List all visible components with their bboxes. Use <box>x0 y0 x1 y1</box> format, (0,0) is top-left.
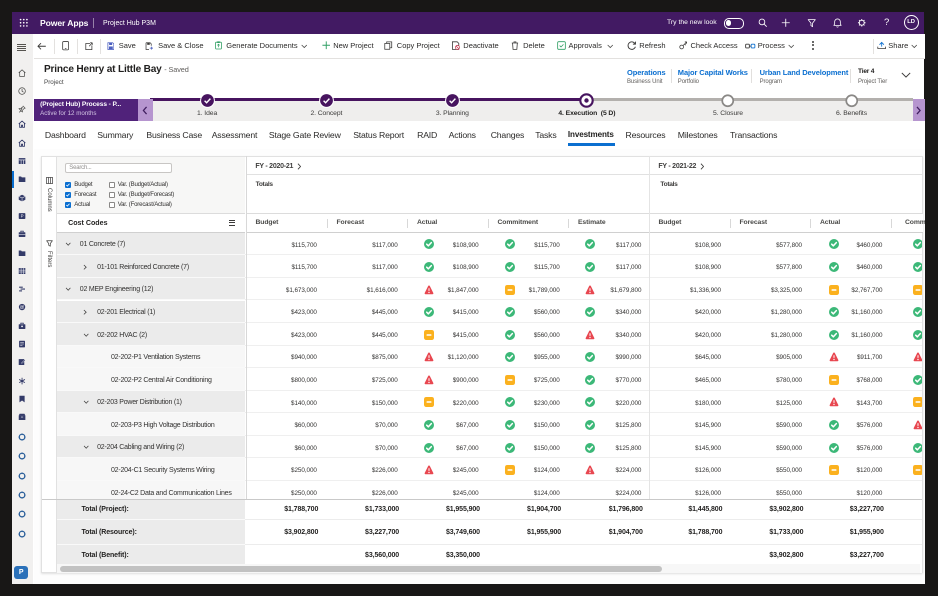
svg-text:P: P <box>21 213 24 218</box>
svg-text:@: @ <box>20 305 25 310</box>
